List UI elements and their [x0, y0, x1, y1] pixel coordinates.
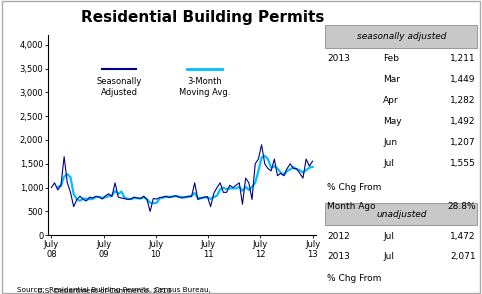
Text: Jun: Jun: [383, 138, 397, 147]
Text: 28.8%: 28.8%: [447, 202, 476, 211]
Text: Source:  Residential Building Permits, Census Bureau,: Source: Residential Building Permits, Ce…: [17, 287, 211, 293]
FancyBboxPatch shape: [325, 203, 477, 225]
Text: seasonally adjusted: seasonally adjusted: [357, 32, 446, 41]
Text: 1,449: 1,449: [450, 75, 476, 84]
Text: U.S. Department of Commerce, 2013: U.S. Department of Commerce, 2013: [17, 288, 171, 294]
Text: 1,207: 1,207: [450, 138, 476, 147]
Text: % Chg From: % Chg From: [327, 274, 381, 283]
Text: 1,555: 1,555: [450, 159, 476, 168]
Text: Jul: Jul: [383, 159, 394, 168]
FancyBboxPatch shape: [325, 25, 477, 48]
Text: 40.7%: 40.7%: [447, 293, 476, 294]
Text: May: May: [383, 117, 402, 126]
Text: Jul: Jul: [383, 232, 394, 241]
Text: 2013: 2013: [327, 252, 350, 261]
Text: 2012: 2012: [327, 232, 349, 241]
Text: unadjusted: unadjusted: [376, 210, 427, 218]
Text: 3-Month
Moving Avg.: 3-Month Moving Avg.: [179, 77, 230, 97]
Text: Mar: Mar: [383, 75, 400, 84]
Text: 1,492: 1,492: [450, 117, 476, 126]
Text: % Chg From: % Chg From: [327, 183, 381, 192]
Text: Feb: Feb: [383, 54, 399, 63]
Text: 1,472: 1,472: [450, 232, 476, 241]
Text: Jul: Jul: [383, 252, 394, 261]
Text: Seasonally
Adjusted: Seasonally Adjusted: [96, 77, 142, 97]
Text: Month Ago: Month Ago: [327, 202, 375, 211]
Text: 1,211: 1,211: [450, 54, 476, 63]
Text: 2013: 2013: [327, 54, 350, 63]
Text: 1,282: 1,282: [450, 96, 476, 105]
Text: Residential Building Permits: Residential Building Permits: [81, 10, 324, 25]
Text: Apr: Apr: [383, 96, 399, 105]
Text: Year Ago: Year Ago: [327, 293, 366, 294]
Text: 2,071: 2,071: [450, 252, 476, 261]
